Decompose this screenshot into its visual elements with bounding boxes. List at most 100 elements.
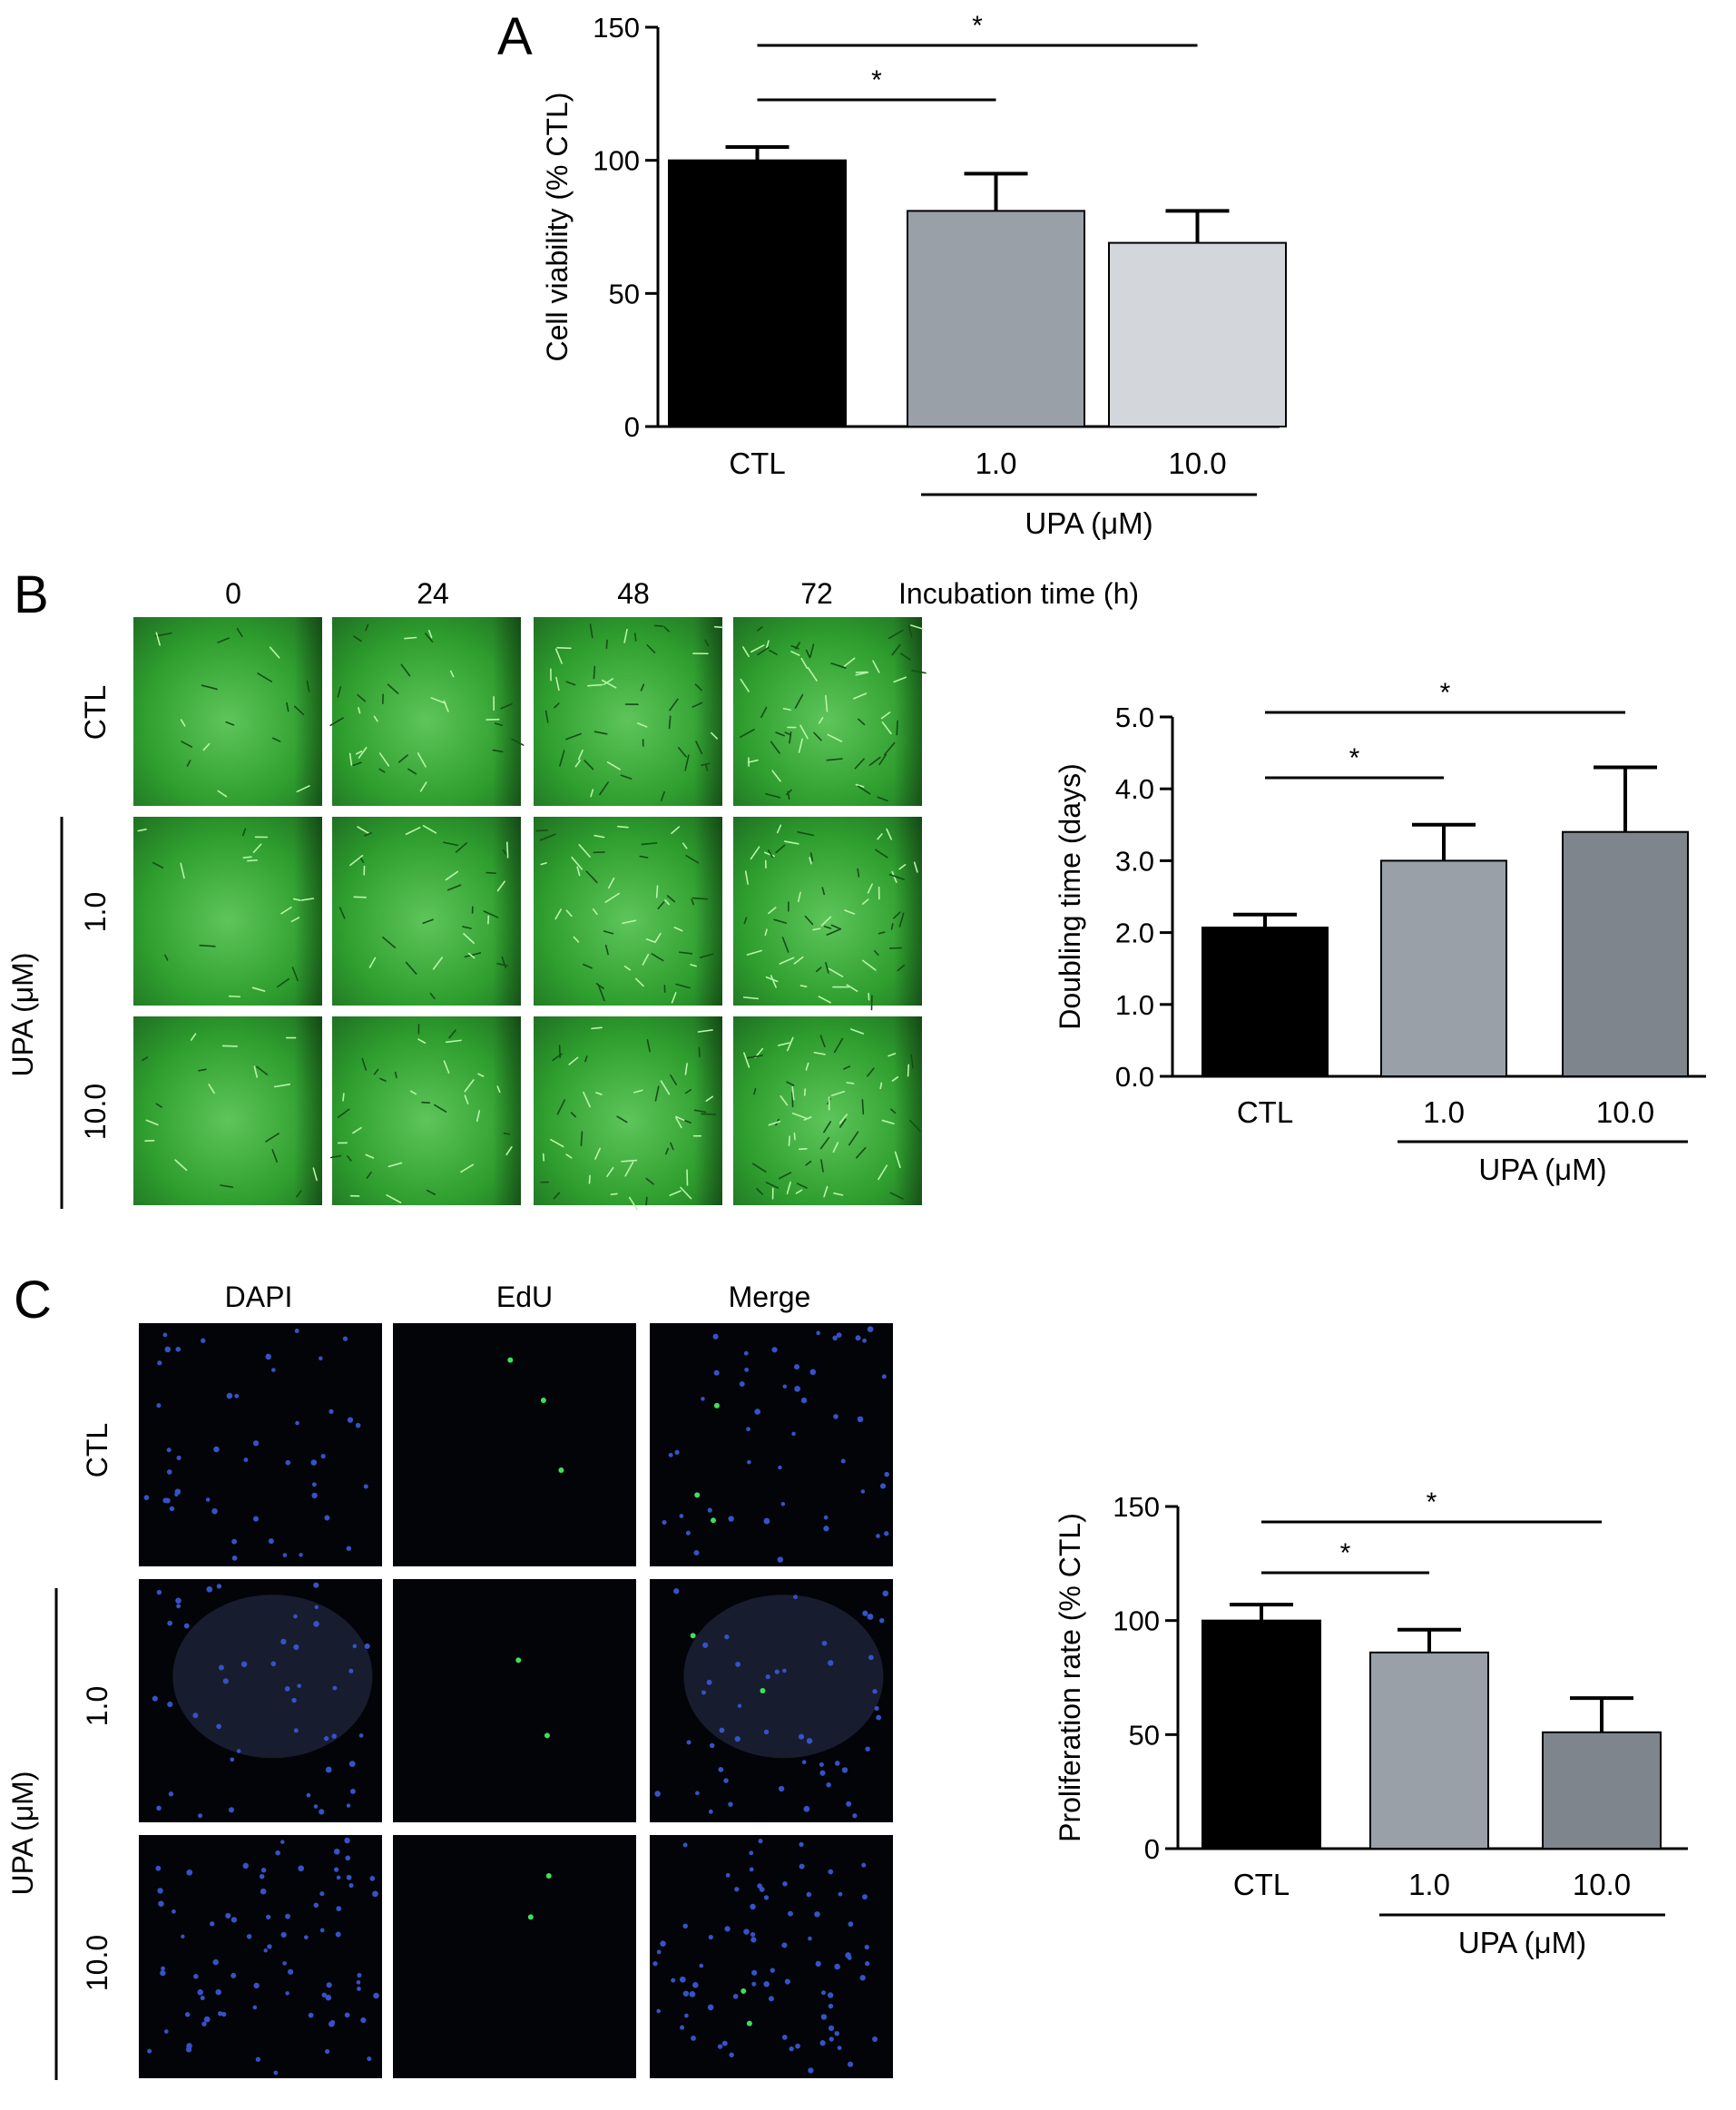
cell-mark — [445, 870, 459, 881]
cell-mark — [891, 870, 897, 883]
cell-mark — [778, 1172, 792, 1180]
nucleus-dot — [763, 1517, 770, 1525]
nucleus-dot — [167, 1620, 173, 1626]
nucleus-dot — [821, 1640, 828, 1646]
cell-mark — [769, 649, 778, 655]
cell-mark — [750, 644, 765, 653]
nucleus-dot — [275, 1850, 280, 1856]
chart-b-bar — [1201, 927, 1329, 1078]
chart-a-cell-viability: 0 50 100 150 Cell viability (% CTL) CTL 1.0 10.… — [541, 11, 1287, 540]
cell-mark — [781, 937, 790, 953]
nucleus-dot — [293, 1614, 298, 1619]
nucleus-dot — [303, 1935, 309, 1940]
nucleus-dot — [732, 1994, 739, 1999]
nucleus-dot — [282, 1961, 287, 1966]
cell-mark — [180, 719, 186, 727]
cell-mark — [797, 831, 815, 837]
nucleus-dot — [855, 1335, 861, 1341]
cell-mark — [462, 926, 472, 929]
cell-mark — [593, 731, 608, 735]
cell-mark — [640, 683, 645, 692]
chart-c-category-label: CTL — [1233, 1868, 1290, 1901]
nucleus-dot — [336, 1875, 341, 1880]
chart-c-y-tick-label: 150 — [1113, 1491, 1160, 1523]
cell-mark — [181, 741, 193, 748]
cell-mark — [253, 1065, 259, 1078]
cell-mark — [771, 770, 781, 782]
cell-mark — [784, 731, 791, 736]
nucleus-dot — [308, 2012, 314, 2018]
nucleus-dot — [879, 1618, 885, 1624]
cell-mark — [879, 1082, 883, 1090]
cell-mark — [476, 1110, 481, 1123]
cell-mark — [623, 628, 628, 643]
cell-mark — [544, 710, 549, 723]
edu-dot — [746, 2020, 752, 2027]
chart-a-bar — [907, 210, 1085, 427]
cell-mark — [805, 1160, 812, 1166]
nucleus-dot — [271, 1368, 276, 1372]
nucleus-dot — [157, 1888, 163, 1894]
chart-c-y-tick-label: 100 — [1113, 1605, 1160, 1637]
nucleus-dot — [781, 2034, 788, 2040]
nucleus-dot — [164, 1346, 172, 1353]
nucleus-dot — [654, 1791, 661, 1797]
cell-mark — [505, 841, 509, 859]
nucleus-dot — [746, 1427, 750, 1432]
nucleus-dot — [287, 1968, 294, 1975]
cell-mark — [622, 919, 637, 925]
nucleus-dot — [324, 1515, 330, 1521]
nucleus-dot — [768, 1996, 774, 2002]
nucleus-dot — [743, 1928, 750, 1935]
chart-c-bar — [1542, 1731, 1662, 1850]
nucleus-dot — [243, 1457, 249, 1463]
nucleus-dot — [827, 1992, 834, 1998]
chart-a-significance-star: * — [871, 65, 882, 95]
cell-mark — [757, 646, 770, 656]
nucleus-dot — [857, 1416, 864, 1423]
nucleus-dot — [679, 1514, 684, 1518]
nucleus-dot — [841, 1767, 848, 1773]
nucleus-dot — [680, 2025, 685, 2030]
nucleus-dot — [234, 1393, 240, 1398]
cell-mark — [464, 1094, 469, 1104]
cell-mark — [790, 651, 800, 656]
brightfield-image-r0-c2 — [534, 617, 724, 806]
nucleus-dot — [806, 1891, 812, 1898]
cell-mark — [846, 984, 858, 993]
nucleus-dot — [884, 1471, 889, 1477]
nucleus-dot — [363, 1484, 368, 1489]
cell-mark — [825, 961, 829, 974]
cell-mark — [867, 1067, 875, 1077]
cell-mark — [620, 774, 633, 780]
nucleus-dot — [348, 1882, 354, 1889]
nucleus-dot — [782, 1384, 788, 1389]
cell-mark — [455, 842, 468, 853]
cell-mark — [353, 635, 362, 643]
nucleus-dot — [834, 1963, 840, 1970]
cell-mark — [800, 657, 809, 669]
cell-mark — [449, 670, 455, 678]
nucleus-dot — [280, 1840, 285, 1844]
nucleus-dot — [266, 1914, 271, 1920]
micrograph-shading — [133, 617, 322, 806]
cell-mark — [888, 873, 905, 880]
cell-mark — [463, 933, 475, 945]
nucleus-dot — [834, 2030, 839, 2036]
cell-mark — [460, 1163, 475, 1173]
nucleus-dot — [652, 1961, 658, 1967]
chart-a-y-axis-label: Cell viability (% CTL) — [541, 93, 574, 362]
nucleus-dot — [155, 1865, 162, 1871]
cell-mark — [496, 962, 509, 967]
nucleus-dot — [739, 1381, 745, 1387]
nucleus-dot — [782, 1668, 787, 1673]
nucleus-dot — [176, 1455, 181, 1461]
cell-mark — [555, 676, 560, 692]
nucleus-dot — [325, 1766, 332, 1773]
nucleus-dot — [231, 1538, 238, 1545]
nucleus-dot — [216, 1723, 221, 1730]
cell-mark — [765, 1182, 780, 1189]
channel-label-dapi: DAPI — [225, 1281, 293, 1313]
cell-mark — [593, 665, 596, 680]
